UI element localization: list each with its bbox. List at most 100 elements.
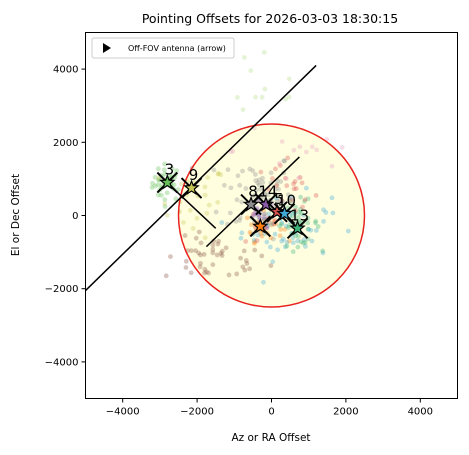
scatter-point [297,144,303,150]
scatter-point [302,240,308,245]
scatter-point [202,192,208,198]
scatter-point [253,94,258,100]
scatter-point [279,221,284,227]
scatter-point [190,226,196,231]
scatter-point [329,163,335,169]
y-tick-label: −4000 [45,357,79,368]
legend-entry-label: Off-FOV antenna (arrow) [128,44,226,53]
scatter-point [215,241,221,247]
scatter-point [253,178,259,183]
scatter-point [235,173,241,179]
antenna-marker: 10 [273,192,296,225]
scatter-point [237,218,242,223]
scatter-point [156,177,161,183]
scatter-point [273,195,279,201]
scatter-point [297,175,303,180]
scatter-point [252,247,258,253]
x-axis-label: Az or RA Offset [231,432,310,444]
scatter-point [183,265,189,270]
scatter-point [262,211,268,217]
scatter-point [164,190,170,196]
antenna-star [257,195,275,212]
scatter-point [194,215,200,221]
scatter-point [221,182,227,188]
scatter-point [234,94,240,100]
scatter-point [284,239,290,245]
scatter-point [187,207,193,213]
scatter-point [252,239,257,245]
scatter-point [309,144,315,150]
antenna-label: 9 [189,166,199,184]
scatter-point [196,250,202,256]
scatter-point [240,264,246,270]
scatter-point [291,186,297,192]
scatter-point [259,233,265,239]
scatter-point [197,264,203,270]
antenna-star [276,205,293,221]
scatter-point [292,208,298,213]
scatter-point [189,248,194,254]
scatter-point [295,244,301,250]
scatter-point [228,185,234,191]
scatter-point [162,204,168,209]
scatter-point [218,250,224,256]
scatter-point [277,223,282,229]
scatter-point [152,174,158,180]
scatter-point [244,261,250,266]
scatter-point [238,255,243,261]
scatter-point [219,253,225,258]
scatter-point [258,186,263,192]
x-tick-label: 0 [268,407,274,418]
scatter-point [210,262,216,268]
scatter-point [296,175,301,181]
scatter-point [292,209,297,215]
scatter-point [329,195,335,201]
scatter-point [171,182,177,188]
antenna-label: 14 [258,183,277,201]
scatter-point [292,179,298,184]
scatter-point [155,182,161,188]
scatter-point [175,187,181,192]
antenna-marker: 9 [180,166,203,199]
scatter-point [162,201,168,207]
scatter-point [290,249,296,255]
scatter-point [150,180,155,186]
scatter-point [272,231,278,237]
scatter-point [251,213,257,218]
scatter-point [264,225,269,231]
scatter-point [162,161,167,167]
x-tick-label: 4000 [408,407,433,418]
scatter-point [287,199,293,205]
scatter-point [289,196,295,201]
scatter-point [252,240,257,246]
scatter-point [261,214,267,220]
scatter-point [253,187,259,193]
scatter-point [313,218,319,224]
scatter-point [163,273,169,279]
antenna-label: 3 [165,161,175,179]
scatter-point [198,240,204,246]
scatter-point [248,68,254,74]
x-tick-label: −2000 [180,407,214,418]
scatter-point [238,235,244,241]
scatter-point [196,229,202,235]
scatter-point [193,248,199,254]
scatter-point [198,260,203,266]
scatter-point [202,270,207,276]
scatter-point [321,218,326,224]
scatter-point [162,197,168,202]
scatter-point [272,186,278,192]
scatter-point [243,258,249,263]
scatter-point [268,263,274,269]
scatter-point [247,229,253,235]
scatter-point [284,243,290,249]
scatter-point [241,248,247,254]
scatter-point [313,228,319,233]
scatter-point [215,199,221,205]
scatter-point [270,176,275,181]
scatter-point [202,184,208,190]
scatter-point [234,271,240,277]
scatter-point [298,239,304,245]
scatter-point [188,270,194,276]
scatter-point [279,238,285,244]
